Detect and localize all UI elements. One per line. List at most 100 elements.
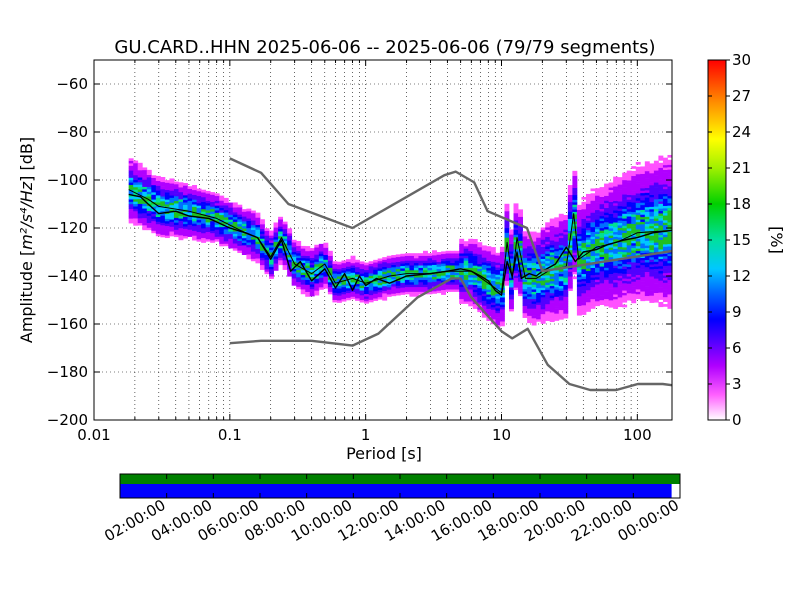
- heatmap-cell: [400, 277, 406, 281]
- heatmap-cell: [590, 246, 596, 249]
- heatmap-cell: [649, 189, 655, 193]
- heatmap-cell: [133, 182, 139, 185]
- heatmap-cell: [228, 245, 234, 249]
- heatmap-cell: [300, 269, 306, 273]
- heatmap-cell: [472, 255, 478, 259]
- heatmap-cell: [658, 165, 664, 168]
- heatmap-cell: [540, 244, 546, 247]
- heatmap-cell: [581, 280, 587, 284]
- heatmap-cell: [368, 270, 374, 274]
- heatmap-cell: [133, 218, 139, 221]
- heatmap-cell: [653, 263, 659, 267]
- heatmap-cell: [486, 263, 492, 266]
- heatmap-cell: [667, 248, 672, 252]
- heatmap-cell: [581, 256, 587, 260]
- heatmap-cell: [667, 272, 672, 276]
- heatmap-cell: [595, 291, 600, 295]
- heatmap-cell: [192, 192, 197, 195]
- heatmap-cell: [635, 293, 641, 297]
- heatmap-cell: [590, 195, 596, 199]
- heatmap-cell: [567, 285, 573, 289]
- heatmap-cell: [631, 286, 637, 289]
- heatmap-cell: [128, 218, 134, 222]
- heatmap-cell: [187, 231, 193, 235]
- heatmap-cell: [613, 265, 619, 269]
- heatmap-cell: [604, 226, 610, 230]
- heatmap-cell: [214, 198, 220, 201]
- heatmap-cell: [237, 226, 243, 230]
- heatmap-cell: [210, 213, 216, 217]
- heatmap-cell: [567, 204, 573, 207]
- heatmap-cell: [640, 166, 646, 170]
- heatmap-cell: [540, 275, 546, 279]
- heatmap-cell: [341, 284, 347, 288]
- heatmap-cell: [590, 226, 596, 230]
- heatmap-cell: [599, 263, 605, 267]
- heatmap-cell: [644, 166, 650, 169]
- heatmap-cell: [151, 204, 157, 207]
- heatmap-cell: [576, 207, 582, 210]
- heatmap-cell: [178, 230, 184, 233]
- heatmap-cell: [567, 271, 573, 275]
- heatmap-cell: [241, 211, 247, 215]
- heatmap-cell: [468, 274, 474, 278]
- heatmap-cell: [567, 264, 573, 267]
- heatmap-cell: [214, 212, 220, 216]
- heatmap-cell: [314, 273, 320, 277]
- heatmap-cell: [282, 245, 288, 249]
- heatmap-cell: [481, 267, 487, 270]
- heatmap-cell: [128, 170, 134, 174]
- heatmap-cell: [183, 185, 188, 189]
- heatmap-cell: [653, 206, 659, 209]
- heatmap-cell: [644, 168, 650, 172]
- heatmap-cell: [585, 215, 591, 219]
- heatmap-cell: [259, 221, 265, 225]
- heatmap-cell: [590, 222, 596, 225]
- heatmap-cell: [667, 159, 672, 163]
- heatmap-cell: [504, 237, 510, 241]
- heatmap-cell: [567, 288, 573, 291]
- heatmap-cell: [214, 229, 220, 233]
- heatmap-cell: [649, 261, 655, 265]
- heatmap-cell: [662, 224, 668, 228]
- heatmap-cell: [350, 262, 356, 266]
- heatmap-cell: [626, 252, 632, 255]
- heatmap-cell: [259, 219, 265, 222]
- heatmap-cell: [490, 266, 496, 270]
- heatmap-cell: [545, 279, 551, 283]
- heatmap-cell: [223, 226, 229, 230]
- heatmap-cell: [133, 170, 139, 173]
- heatmap-cell: [364, 272, 370, 275]
- heatmap-cell: [160, 227, 166, 231]
- heatmap-cell: [160, 177, 166, 180]
- heatmap-cell: [422, 282, 428, 285]
- heatmap-cell: [223, 229, 229, 232]
- heatmap-cell: [558, 295, 564, 299]
- heatmap-cell: [219, 238, 225, 242]
- heatmap-cell: [604, 195, 610, 199]
- heatmap-cell: [635, 291, 641, 295]
- heatmap-cell: [391, 267, 397, 270]
- heatmap-cell: [341, 277, 347, 280]
- heatmap-cell: [631, 288, 637, 292]
- y-tick-label: −80: [56, 123, 88, 141]
- heatmap-cell: [201, 206, 207, 210]
- heatmap-cell: [667, 198, 672, 201]
- heatmap-cell: [192, 184, 197, 188]
- heatmap-cell: [667, 238, 672, 242]
- heatmap-cell: [585, 217, 591, 221]
- heatmap-cell: [576, 252, 582, 256]
- heatmap-cell: [617, 196, 623, 200]
- heatmap-cell: [644, 276, 650, 280]
- heatmap-cell: [490, 297, 496, 301]
- heatmap-cell: [477, 302, 483, 305]
- heatmap-cell: [472, 306, 478, 309]
- heatmap-cell: [563, 253, 569, 257]
- heatmap-cell: [626, 201, 632, 205]
- heatmap-cell: [137, 222, 143, 226]
- heatmap-cell: [201, 199, 207, 203]
- heatmap-cell: [196, 190, 202, 194]
- heatmap-cell: [278, 245, 284, 249]
- heatmap-cell: [531, 289, 537, 292]
- heatmap-cell: [613, 282, 619, 285]
